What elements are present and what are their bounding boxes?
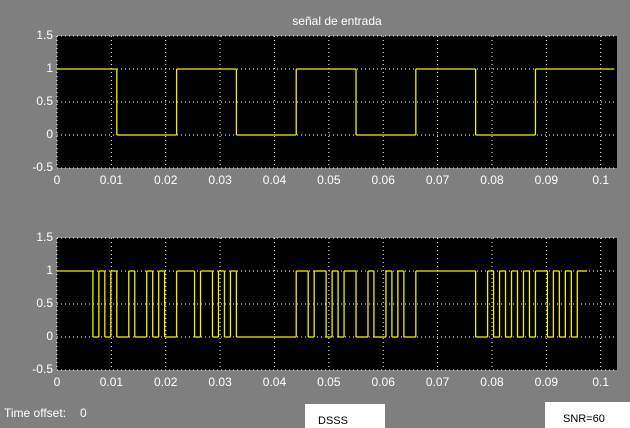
y-tick-label: 0 <box>46 127 53 141</box>
x-tick-label: 0.08 <box>480 173 504 187</box>
y-tick-label: 1 <box>46 61 53 75</box>
x-tick-label: 0.03 <box>208 375 232 389</box>
y-tick-label: -0.5 <box>32 362 53 376</box>
time-offset-label: Time offset: <box>4 406 66 420</box>
y-tick-label: 0 <box>46 329 53 343</box>
y-tick-label: -0.5 <box>32 160 53 174</box>
x-tick-label: 0.04 <box>263 375 287 389</box>
x-tick-label: 0.01 <box>100 375 124 389</box>
y-tick-label: 1.5 <box>36 28 53 42</box>
x-tick-label: 0.01 <box>100 173 124 187</box>
x-tick-label: 0.07 <box>426 375 450 389</box>
snr-box <box>545 402 630 428</box>
x-tick-label: 0.04 <box>263 173 287 187</box>
x-tick-label: 0.08 <box>480 375 504 389</box>
x-tick-label: 0.02 <box>154 375 178 389</box>
x-tick-label: 0.03 <box>208 173 232 187</box>
x-tick-label: 0.05 <box>317 173 341 187</box>
x-tick-label: 0.09 <box>535 375 559 389</box>
x-tick-label: 0.05 <box>317 375 341 389</box>
x-tick-label: 0.06 <box>372 173 396 187</box>
mode-text: DSSS <box>318 415 348 427</box>
y-tick-label: 1 <box>46 263 53 277</box>
time-offset-value: 0 <box>80 406 87 420</box>
chart-title: señal de entrada <box>292 14 382 28</box>
x-tick-label: 0 <box>54 375 61 389</box>
x-tick-label: 0.09 <box>535 173 559 187</box>
x-tick-label: 0.07 <box>426 173 450 187</box>
x-tick-label: 0.02 <box>154 173 178 187</box>
x-tick-label: 0.06 <box>372 375 396 389</box>
snr-text: SNR=60 <box>563 413 605 425</box>
x-tick-label: 0 <box>54 173 61 187</box>
y-tick-label: 1.5 <box>36 230 53 244</box>
x-tick-label: 0.1 <box>592 173 609 187</box>
mode-box <box>305 404 385 428</box>
y-tick-label: 0.5 <box>36 94 53 108</box>
x-tick-label: 0.1 <box>592 375 609 389</box>
y-tick-label: 0.5 <box>36 296 53 310</box>
